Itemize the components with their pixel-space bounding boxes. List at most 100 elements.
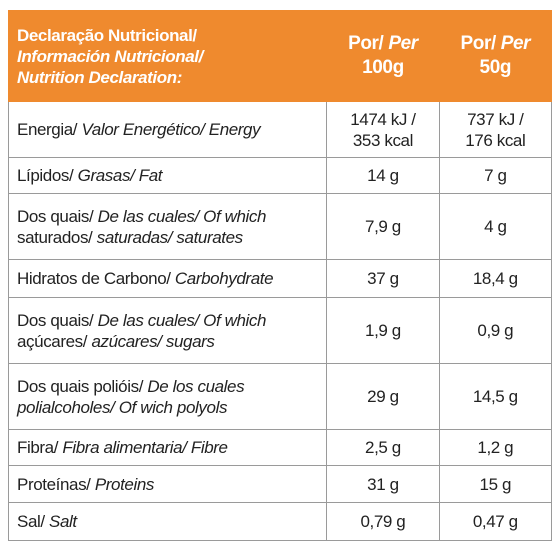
- value-line: 1,9 g: [365, 321, 401, 340]
- text-segment: Proteins: [94, 474, 155, 494]
- text-line: Hidratos de Carbono/ Carbohydrate: [17, 268, 322, 289]
- text-segment: Carbohydrate: [174, 269, 274, 288]
- text-segment: azúcares/ sugars: [91, 331, 215, 351]
- value-line: 14,5 g: [472, 387, 518, 406]
- value-line: 176 kcal: [465, 130, 526, 150]
- text-line: Sal/ Salt: [17, 511, 322, 532]
- value-line: 14 g: [367, 166, 399, 185]
- nutrient-label: Dos quais/ De las cuales/ Of which açúcar…: [7, 297, 328, 364]
- text-segment: Grasas/ Fat: [77, 166, 163, 185]
- text-line: Por/ Per: [328, 32, 437, 56]
- value-per-100g: 2,5 g: [326, 429, 440, 466]
- text-segment: Nutrition Declaration:: [17, 67, 182, 87]
- text-line: polialcoholes/ Of wich polyols: [17, 397, 322, 418]
- text-line: Declaração Nutricional/: [17, 25, 325, 46]
- text-line: açúcares/ azúcares/ sugars: [17, 331, 322, 352]
- nutrient-row: Sal/ Salt 0,79 g 0,47 g: [7, 502, 553, 541]
- text-line: Nutrition Declaration:: [17, 67, 325, 88]
- value-line: 37 g: [367, 269, 399, 288]
- text-segment: açúcares/: [17, 331, 92, 351]
- value-per-50g: 18,4 g: [438, 259, 553, 298]
- text-segment: De las cuales/ Of which: [97, 310, 267, 330]
- value-line: 15 g: [479, 474, 512, 494]
- text-segment: De los cuales: [147, 376, 245, 396]
- text-line: Dos quais/ De las cuales/ Of which: [17, 310, 322, 331]
- text-segment: 100g: [362, 57, 404, 78]
- nutrient-label: Dos quais/ De las cuales/ Of which satura…: [7, 193, 328, 260]
- value-line: 29 g: [367, 387, 399, 406]
- value-per-50g: 15 g: [438, 465, 553, 503]
- header-per-100g: Por/ Per 100g: [326, 10, 440, 102]
- value-line: 7 g: [484, 166, 507, 185]
- nutrition-table: Declaração Nutricional/Información Nutri…: [7, 10, 553, 541]
- text-segment: 50g: [479, 57, 512, 78]
- value-line: 2,5 g: [365, 438, 401, 457]
- text-line: Por/ Per: [441, 32, 550, 56]
- text-segment: Hidratos de Carbono/: [17, 269, 175, 288]
- text-segment: Fibra/: [17, 438, 63, 457]
- text-segment: Energia/: [17, 120, 82, 139]
- text-segment: Dos quais/: [17, 206, 98, 226]
- value-line: 353 kcal: [352, 130, 414, 150]
- nutrient-row: Dos quais polióis/ De los cuales polialco…: [7, 363, 553, 430]
- nutrient-row: Dos quais/ De las cuales/ Of which satura…: [7, 193, 553, 260]
- text-segment: Valor Energético/ Energy: [81, 120, 261, 139]
- value-per-100g: 0,79 g: [326, 502, 440, 541]
- value-line: 1,2 g: [477, 438, 514, 457]
- value-per-100g: 1474 kJ /353 kcal: [326, 101, 440, 158]
- value-per-50g: 0,47 g: [438, 502, 553, 541]
- text-segment: Fibra alimentaria/ Fibre: [62, 438, 228, 457]
- text-segment: Declaração Nutricional/: [17, 25, 197, 45]
- value-line: 7,9 g: [365, 217, 401, 236]
- nutrient-label: Proteínas/ Proteins: [7, 465, 328, 503]
- value-per-100g: 14 g: [326, 157, 440, 194]
- header-row: Declaração Nutricional/Información Nutri…: [7, 10, 553, 102]
- text-line: saturados/ saturadas/ saturates: [17, 227, 322, 248]
- text-segment: Información Nutricional/: [17, 46, 203, 66]
- text-segment: Dos quais polióis/: [17, 376, 148, 396]
- nutrient-row: Proteínas/ Proteins 31 g 15 g: [7, 465, 553, 503]
- header-label: Declaração Nutricional/Información Nutri…: [7, 10, 328, 102]
- nutrient-label: Lípidos/ Grasas/ Fat: [7, 157, 328, 194]
- value-line: 31 g: [367, 474, 399, 494]
- nutrient-row: Lípidos/ Grasas/ Fat 14 g 7 g: [7, 157, 553, 194]
- text-line: 50g: [441, 56, 550, 80]
- text-line: Información Nutricional/: [17, 46, 325, 67]
- header-per-50g: Por/ Per 50g: [438, 10, 553, 102]
- value-per-100g: 37 g: [326, 259, 440, 298]
- value-per-50g: 737 kJ /176 kcal: [438, 101, 553, 158]
- table-header: Declaração Nutricional/Información Nutri…: [7, 10, 553, 102]
- text-segment: Lípidos/: [17, 166, 78, 185]
- nutrient-row: Hidratos de Carbono/ Carbohydrate 37 g 18,…: [7, 259, 553, 298]
- value-line: 1474 kJ /: [350, 109, 416, 129]
- text-segment: Per: [388, 33, 418, 54]
- value-line: 4 g: [484, 217, 507, 236]
- text-segment: saturados/: [17, 227, 97, 247]
- value-per-100g: 29 g: [326, 363, 440, 430]
- value-line: 0,79 g: [360, 512, 406, 531]
- text-line: Fibra/ Fibra alimentaria/ Fibre: [17, 437, 322, 458]
- table-body: Energia/ Valor Energético/ Energy 1474 kJ…: [7, 101, 553, 541]
- text-segment: Por/: [460, 33, 501, 54]
- text-segment: polialcoholes/ Of wich polyols: [17, 397, 228, 417]
- text-segment: Sal/: [17, 512, 50, 531]
- text-line: Energia/ Valor Energético/ Energy: [17, 119, 322, 140]
- text-line: Lípidos/ Grasas/ Fat: [17, 165, 322, 186]
- text-segment: Dos quais/: [17, 310, 98, 330]
- value-per-50g: 7 g: [438, 157, 553, 194]
- nutrient-row: Fibra/ Fibra alimentaria/ Fibre 2,5 g 1,2 …: [7, 429, 553, 466]
- text-segment: Proteínas/: [17, 474, 95, 494]
- text-line: Proteínas/ Proteins: [17, 474, 322, 495]
- nutrient-label: Hidratos de Carbono/ Carbohydrate: [7, 259, 328, 298]
- value-per-50g: 14,5 g: [438, 363, 553, 430]
- value-line: 0,9 g: [477, 321, 514, 340]
- text-segment: Salt: [49, 512, 77, 531]
- value-line: 0,47 g: [472, 512, 518, 531]
- text-line: Dos quais/ De las cuales/ Of which: [17, 206, 322, 227]
- value-per-100g: 7,9 g: [326, 193, 440, 260]
- text-segment: Por/: [348, 33, 389, 54]
- value-per-50g: 0,9 g: [438, 297, 553, 364]
- text-segment: Per: [500, 33, 531, 54]
- text-segment: De las cuales/ Of which: [97, 206, 267, 226]
